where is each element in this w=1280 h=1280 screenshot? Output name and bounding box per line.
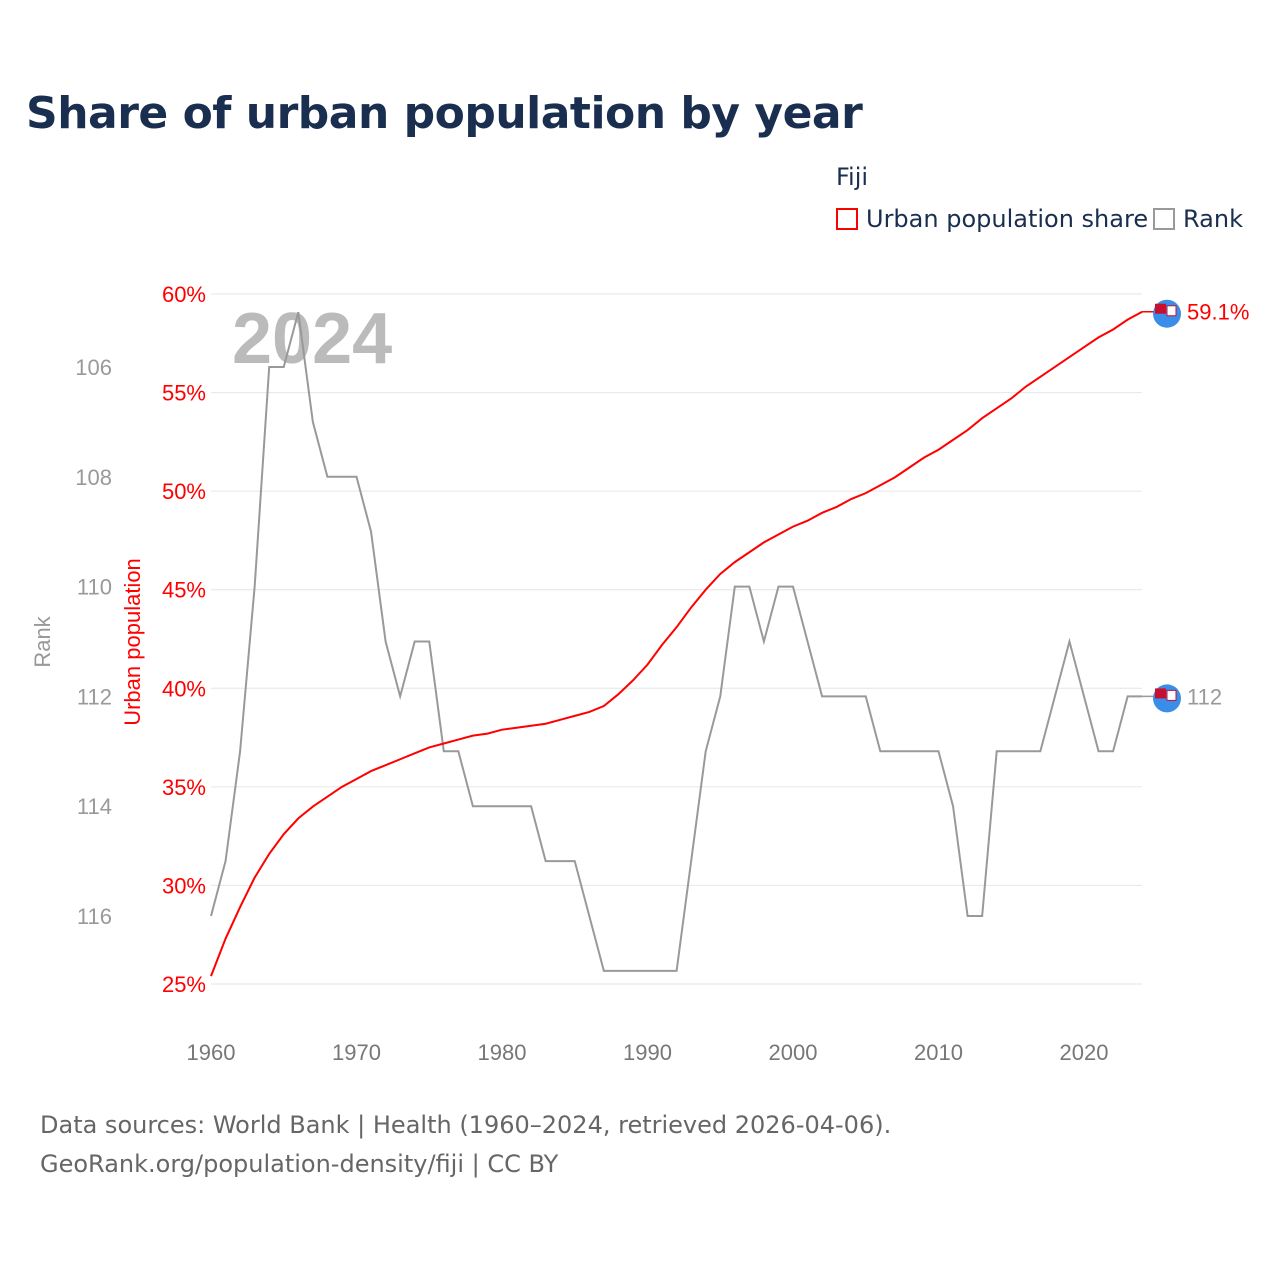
y-tick-share: 40%	[162, 676, 206, 701]
legend-item-rank[interactable]: Rank	[1153, 205, 1243, 233]
footer-sources: Data sources: World Bank | Health (1960–…	[40, 1111, 892, 1139]
series-line-rank	[210, 311, 1143, 972]
x-tick: 2000	[769, 1040, 818, 1065]
series-line-urban-share	[210, 310, 1143, 977]
x-tick: 1990	[623, 1040, 672, 1065]
y-axis-label-share: Urban population	[120, 558, 145, 726]
footer-link[interactable]: GeoRank.org/population-density/fiji | CC…	[40, 1150, 559, 1178]
legend-swatch-urban-share	[836, 208, 858, 230]
legend-swatch-rank	[1153, 208, 1175, 230]
y-tick-share: 25%	[162, 972, 206, 997]
y-tick-share: 60%	[162, 282, 206, 307]
x-tick: 2020	[1060, 1040, 1109, 1065]
x-tick: 1970	[332, 1040, 381, 1065]
flag-shield-icon	[1166, 689, 1177, 701]
flag-shield-icon	[1166, 305, 1177, 317]
end-label-rank: 112	[1187, 684, 1222, 709]
legend-item-urban-share[interactable]: Urban population share	[836, 205, 1148, 233]
flag-canton-icon	[1155, 303, 1166, 314]
y-tick-share: 35%	[162, 775, 206, 800]
y-tick-rank: 106	[75, 355, 112, 380]
legend-title: Fiji	[836, 163, 869, 191]
y-axis-label-rank: Rank	[30, 615, 55, 667]
y-tick-rank: 112	[77, 684, 112, 709]
end-label-share: 59.1%	[1187, 300, 1249, 325]
chart-title: Share of urban population by year	[26, 88, 863, 139]
y-tick-share: 45%	[162, 578, 206, 603]
y-tick-share: 30%	[162, 873, 206, 898]
x-tick: 1980	[478, 1040, 527, 1065]
y-tick-share: 50%	[162, 479, 206, 504]
x-tick: 2010	[914, 1040, 963, 1065]
legend-label-rank: Rank	[1183, 205, 1243, 233]
y-tick-rank: 108	[75, 465, 112, 490]
footer: Data sources: World Bank | Health (1960–…	[40, 1106, 891, 1184]
flag-canton-icon	[1155, 688, 1166, 699]
legend-label-urban-share: Urban population share	[866, 205, 1149, 233]
x-tick: 1960	[187, 1040, 236, 1065]
y-tick-share: 55%	[162, 381, 206, 406]
year-watermark: 2024	[232, 299, 392, 379]
y-tick-rank: 110	[77, 575, 112, 600]
y-tick-rank: 116	[77, 904, 112, 929]
y-tick-rank: 114	[77, 794, 112, 819]
